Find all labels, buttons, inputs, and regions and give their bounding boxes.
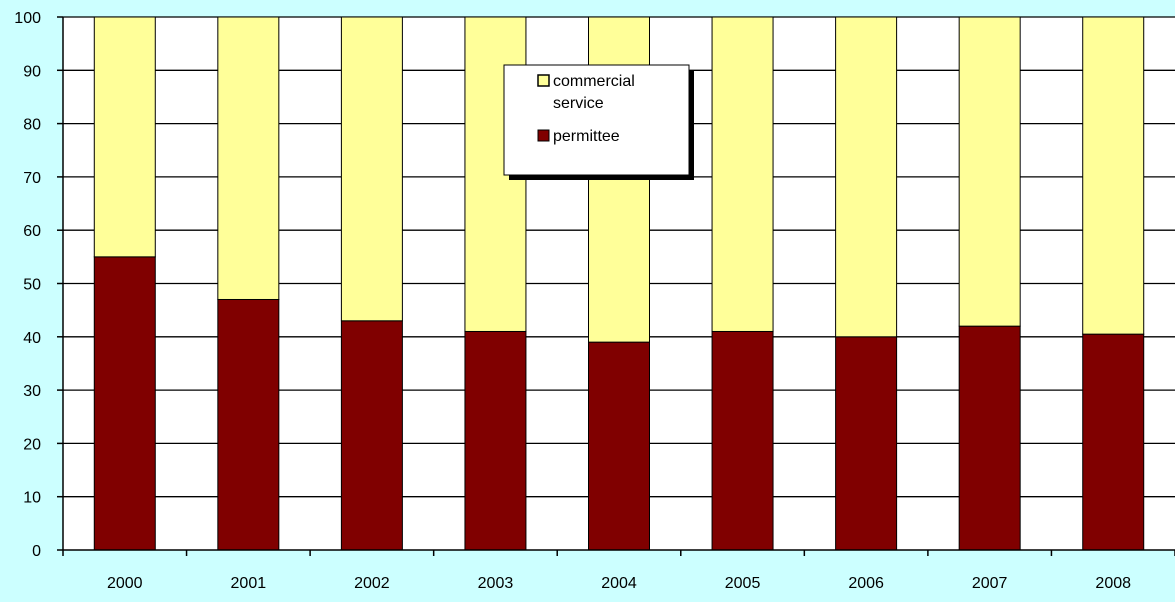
x-tick-label: 2003 (478, 575, 514, 592)
bar-permittee-2007 (958, 325, 1021, 551)
y-tick-label: 10 (23, 490, 41, 507)
y-tick-labels: 0 10 20 30 40 50 60 70 80 90 100 (14, 10, 41, 560)
x-tick-label: 2005 (725, 575, 761, 592)
x-tick-labels: 2000 2001 2002 2003 2004 2005 2006 2007 2008 (107, 575, 1131, 592)
bar-permittee-2002 (340, 320, 403, 551)
y-tick-label: 70 (23, 170, 41, 187)
x-tick-label: 2000 (107, 575, 143, 592)
bar-permittee-2001 (217, 298, 280, 551)
x-tick-label: 2006 (848, 575, 884, 592)
x-tick-label: 2007 (972, 575, 1008, 592)
legend-label-commercial-service-line2: service (553, 95, 604, 112)
x-tick-label: 2008 (1095, 575, 1131, 592)
x-tick-label: 2002 (354, 575, 390, 592)
bar-commercial-service-2000 (93, 16, 156, 258)
axes-group (57, 16, 1175, 556)
y-tick-label: 50 (23, 277, 41, 294)
bar-commercial-service-2007 (958, 16, 1021, 327)
bar-commercial-service-2001 (217, 16, 280, 300)
y-tick-label: 60 (23, 223, 41, 240)
y-tick-label: 80 (23, 117, 41, 134)
bar-commercial-service-2006 (835, 16, 898, 338)
bars-group (93, 16, 1145, 551)
bar-permittee-2008 (1082, 333, 1145, 551)
legend-label-permittee: permittee (553, 128, 620, 145)
bar-commercial-service-2005 (711, 16, 774, 332)
legend-swatch-commercial-service (537, 74, 550, 87)
bar-commercial-service-2002 (340, 16, 403, 322)
bar-permittee-2000 (93, 256, 156, 551)
y-tick-label: 100 (14, 10, 41, 27)
y-tick-label: 90 (23, 63, 41, 80)
y-tick-label: 20 (23, 436, 41, 453)
bar-permittee-2004 (588, 341, 650, 551)
bar-permittee-2006 (835, 336, 898, 551)
x-tick-label: 2001 (231, 575, 267, 592)
x-tick-label: 2004 (601, 575, 637, 592)
bar-commercial-service-2008 (1082, 16, 1145, 335)
y-tick-label: 40 (23, 330, 41, 347)
bar-permittee-2005 (711, 330, 774, 551)
bar-permittee-2003 (464, 330, 527, 551)
legend-swatch-permittee (537, 129, 550, 142)
legend-box (503, 64, 690, 176)
legend: commercial service permittee (503, 64, 694, 180)
legend-label-commercial-service: commercial (553, 73, 635, 90)
y-tick-label: 30 (23, 383, 41, 400)
y-tick-label: 0 (32, 543, 41, 560)
